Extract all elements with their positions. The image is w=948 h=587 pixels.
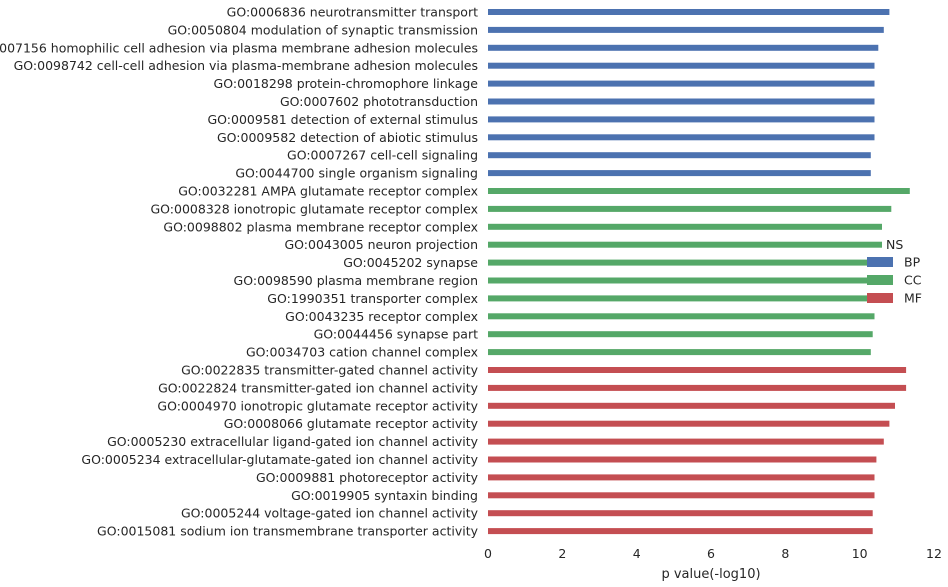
bar <box>488 259 877 266</box>
category-label: GO:0032281 AMPA glutamate receptor compl… <box>178 184 478 199</box>
category-label: GO:0009881 photoreceptor activity <box>256 470 479 485</box>
bar <box>488 295 875 302</box>
x-tick-label: 10 <box>852 546 868 561</box>
category-label: GO:0098802 plasma membrane receptor comp… <box>163 219 478 234</box>
legend-swatch <box>867 257 893 267</box>
x-tick-label: 2 <box>558 546 566 561</box>
bar <box>488 313 875 320</box>
x-axis-title: p value(-log10) <box>661 567 760 582</box>
category-label: GO:0009581 detection of external stimulu… <box>208 112 479 127</box>
bar <box>488 223 882 230</box>
legend-swatch <box>867 293 893 303</box>
bars-group <box>488 9 910 535</box>
bar <box>488 438 884 445</box>
category-label: GO:0005234 extracellular-glutamate-gated… <box>81 452 478 467</box>
bar <box>488 134 875 141</box>
bar <box>488 80 875 87</box>
bar <box>488 402 895 409</box>
category-label: GO:0006836 neurotransmitter transport <box>227 5 478 20</box>
bar <box>488 44 879 51</box>
bar <box>488 9 890 15</box>
legend-swatch <box>867 275 893 285</box>
bar <box>488 205 892 212</box>
bar <box>488 98 875 105</box>
bar <box>488 528 873 535</box>
bar <box>488 26 884 33</box>
category-label: GO:0043005 neuron projection <box>284 237 478 252</box>
bar <box>488 492 875 499</box>
bar <box>488 188 910 194</box>
x-tick-label: 0 <box>484 546 492 561</box>
category-label: GO:0050804 modulation of synaptic transm… <box>168 22 478 37</box>
category-label: GO:0034703 cation channel complex <box>246 345 478 360</box>
category-label: GO:0019905 syntaxin binding <box>291 488 478 503</box>
x-tick-label: 12 <box>926 546 942 561</box>
category-label: GO:0045202 synapse <box>343 255 478 270</box>
bar <box>488 367 907 373</box>
x-tick-label: 8 <box>781 546 789 561</box>
category-label: GO:0044700 single organism signaling <box>235 166 478 181</box>
category-label: GO:1990351 transporter complex <box>267 291 478 306</box>
bar <box>488 277 877 284</box>
category-labels: GO:0006836 neurotransmitter transport GO:… <box>0 5 479 539</box>
category-label: GO:0022824 transmitter-gated ion channel… <box>158 380 479 395</box>
legend-title: NS <box>886 237 903 252</box>
bar <box>488 331 873 338</box>
category-label: GO:0008066 glutamate receptor activity <box>224 416 479 431</box>
category-label: GO:0022835 transmitter-gated channel act… <box>181 363 478 378</box>
bar <box>488 384 907 391</box>
bar <box>488 456 877 463</box>
category-label: GO:0009582 detection of abiotic stimulus <box>217 130 478 145</box>
x-tick-label: 4 <box>633 546 641 561</box>
category-label: GO:0005244 voltage-gated ion channel act… <box>181 506 479 521</box>
bar <box>488 170 871 177</box>
category-label: GO:0044456 synapse part <box>314 327 478 342</box>
category-label: GO:0098590 plasma membrane region <box>234 273 478 288</box>
category-label: GO:0004970 ionotropic glutamate receptor… <box>157 398 478 413</box>
bar <box>488 241 882 248</box>
category-label: GO:0008328 ionotropic glutamate receptor… <box>151 201 479 216</box>
bar <box>488 474 875 481</box>
bar <box>488 152 871 159</box>
category-label: GO:0098742 cell-cell adhesion via plasma… <box>14 58 478 73</box>
x-tick-label: 6 <box>707 546 715 561</box>
bar <box>488 62 875 69</box>
category-label: GO:0007267 cell-cell signaling <box>287 148 478 163</box>
category-label: GO:0018298 protein-chromophore linkage <box>214 76 479 91</box>
legend-label: CC <box>904 273 922 288</box>
bar <box>488 116 875 123</box>
bar <box>488 349 871 356</box>
legend-label: BP <box>904 255 921 270</box>
category-label: GO:0007156 homophilic cell adhesion via … <box>0 40 478 55</box>
bar <box>488 420 890 427</box>
legend: NS BP CC MF <box>867 237 922 306</box>
x-tick-labels: 0 2 4 6 8 10 12 <box>484 546 942 561</box>
legend-label: MF <box>904 291 922 306</box>
category-label: GO:0005230 extracellular ligand-gated io… <box>107 434 479 449</box>
category-label: GO:0043235 receptor complex <box>285 309 478 324</box>
bar <box>488 510 873 517</box>
category-label: GO:0007602 phototransduction <box>280 94 478 109</box>
category-label: GO:0015081 sodium ion transmembrane tran… <box>97 524 479 539</box>
